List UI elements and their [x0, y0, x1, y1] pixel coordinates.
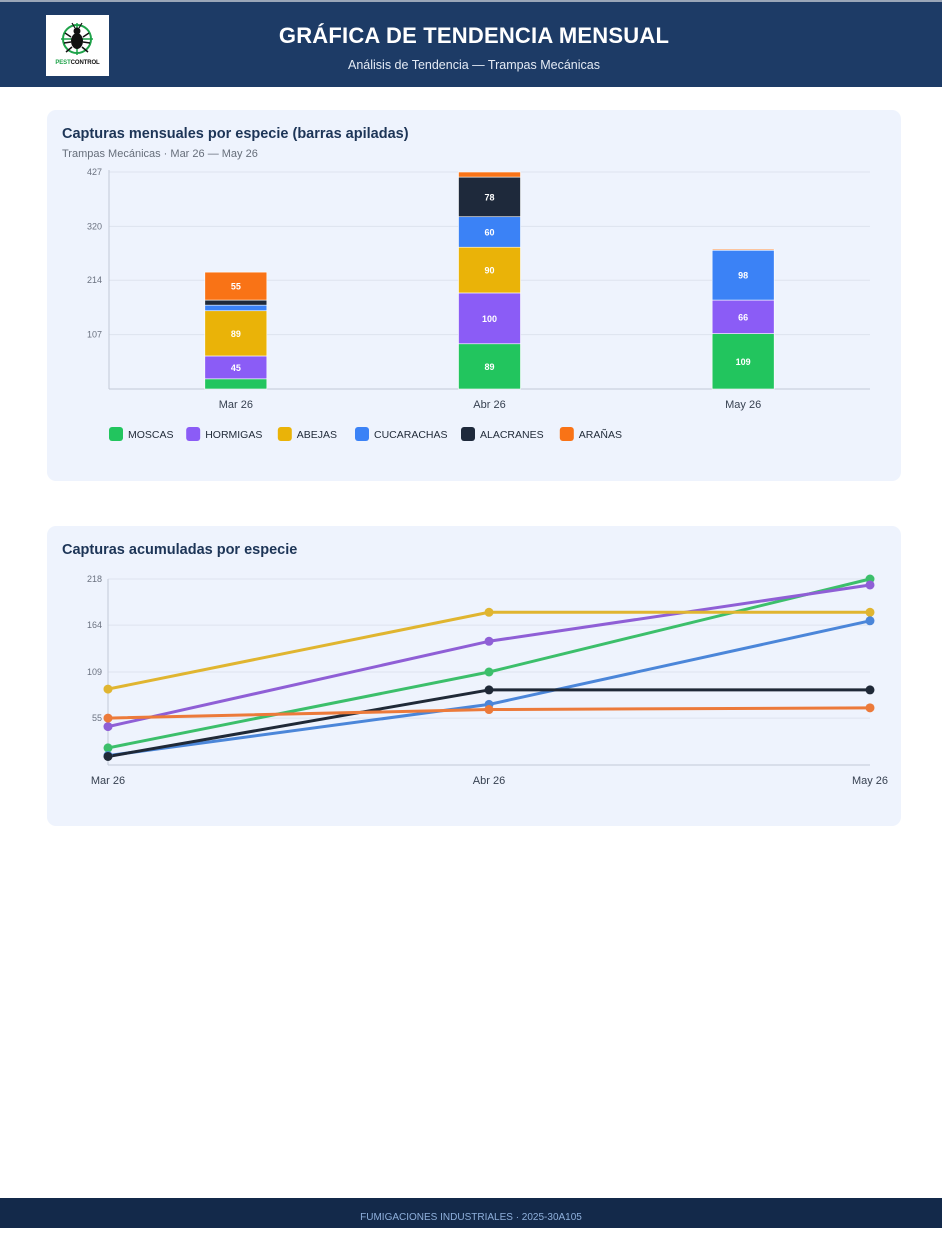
y-tick-label: 214	[87, 275, 102, 285]
legend-swatch	[186, 427, 201, 441]
data-point	[865, 580, 875, 590]
data-point	[103, 684, 113, 694]
bar-segment	[204, 378, 268, 390]
series-line	[106, 610, 872, 691]
y-tick-label: 320	[87, 221, 102, 231]
bar-segment	[711, 333, 775, 390]
data-point	[103, 713, 113, 723]
bar-value-label: 55	[231, 282, 241, 292]
legend-label: ALACRANES	[480, 429, 544, 441]
bar-segment	[458, 343, 521, 390]
legend-swatch	[109, 427, 123, 441]
bar-segment	[204, 304, 268, 312]
stacked-bar-card: Capturas mensuales por especie (barras a…	[47, 110, 901, 481]
y-tick-label: 109	[87, 667, 102, 677]
bar-segment	[204, 310, 268, 357]
bar-chart-title: Capturas mensuales por especie (barras a…	[62, 126, 409, 142]
series-line	[106, 577, 872, 750]
bar-value-label: 100	[482, 314, 497, 324]
legend-swatch	[355, 427, 369, 441]
stacked-bar-chart: 107 214 320 427 45 89 55 Mar 26 89 100 90 60 78 Abr 2…	[87, 167, 870, 441]
legend-swatch	[559, 427, 574, 441]
legend-label: HORMIGAS	[205, 429, 262, 441]
bar-segment	[711, 299, 775, 334]
bar-segment	[204, 271, 268, 301]
data-point	[484, 607, 494, 617]
data-point	[103, 751, 113, 761]
data-point	[484, 667, 494, 677]
bar-value-label: 90	[484, 266, 494, 276]
bar-value-label: 78	[484, 192, 494, 202]
cumulative-line-card: Capturas acumuladas por especie 55 109 164…	[47, 526, 901, 826]
legend-label: ABEJAS	[297, 429, 337, 441]
y-tick-label: 218	[87, 574, 102, 584]
data-point	[865, 607, 875, 617]
bar-value-label: 98	[738, 271, 748, 281]
legend-label: CUCARACHAS	[374, 429, 448, 441]
x-tick-label: May 26	[725, 399, 761, 411]
x-tick-label: May 26	[852, 775, 888, 787]
y-tick-label: 107	[87, 330, 102, 340]
legend-swatch	[277, 427, 292, 441]
bar-segment	[711, 249, 775, 301]
bar-segment	[458, 171, 521, 178]
data-point	[865, 685, 875, 695]
bar-value-label: 66	[738, 312, 748, 322]
data-point	[484, 685, 494, 695]
bug-icon	[61, 22, 93, 55]
legend-swatch	[461, 427, 475, 441]
bar-segment	[458, 292, 521, 345]
data-point	[103, 743, 113, 753]
bar-value-label: 109	[736, 357, 751, 367]
footer-text: FUMIGACIONES INDUSTRIALES · 2025-30A105	[360, 1212, 582, 1223]
data-point	[865, 616, 875, 626]
data-point	[103, 722, 113, 732]
bar-segment	[204, 299, 268, 306]
y-tick-label: 55	[92, 713, 102, 723]
x-tick-label: Abr 26	[473, 399, 505, 411]
x-tick-label: Abr 26	[473, 775, 505, 787]
legend-label: ARAÑAS	[579, 428, 622, 441]
bar-value-label: 89	[484, 362, 494, 372]
bar-segment	[458, 176, 521, 218]
logo-wordmark: PESTCONTROL	[55, 60, 100, 66]
line-chart-title: Capturas acumuladas por especie	[62, 542, 298, 558]
bar-chart-subtitle: Trampas Mecánicas · Mar 26 — May 26	[62, 148, 258, 160]
bar-value-label: 45	[231, 363, 241, 373]
y-tick-label: 427	[87, 167, 102, 177]
bar-value-label: 60	[484, 227, 494, 237]
x-tick-label: Mar 26	[91, 775, 125, 787]
legend-label: MOSCAS	[128, 429, 174, 441]
page-title: GRÁFICA DE TENDENCIA MENSUAL	[278, 23, 670, 48]
report-header: PESTCONTROL GRÁFICA DE TENDENCIA MENSUAL…	[0, 0, 942, 87]
cumulative-line-chart: 55 109 164 218 Mar 26 Abr 26 May 26	[87, 574, 888, 787]
page-subtitle: Análisis de Tendencia — Trampas Mecánica…	[348, 58, 600, 72]
bar-value-label: 89	[231, 329, 241, 339]
data-point	[484, 705, 494, 715]
x-tick-label: Mar 26	[219, 399, 253, 411]
data-point	[865, 703, 875, 713]
pestcontrol-logo: PESTCONTROL	[46, 15, 109, 76]
bar-segment	[711, 248, 775, 251]
bar-segment	[458, 246, 521, 294]
data-point	[484, 636, 494, 646]
y-tick-label: 164	[87, 620, 102, 630]
report-footer: FUMIGACIONES INDUSTRIALES · 2025-30A105	[0, 1198, 942, 1228]
